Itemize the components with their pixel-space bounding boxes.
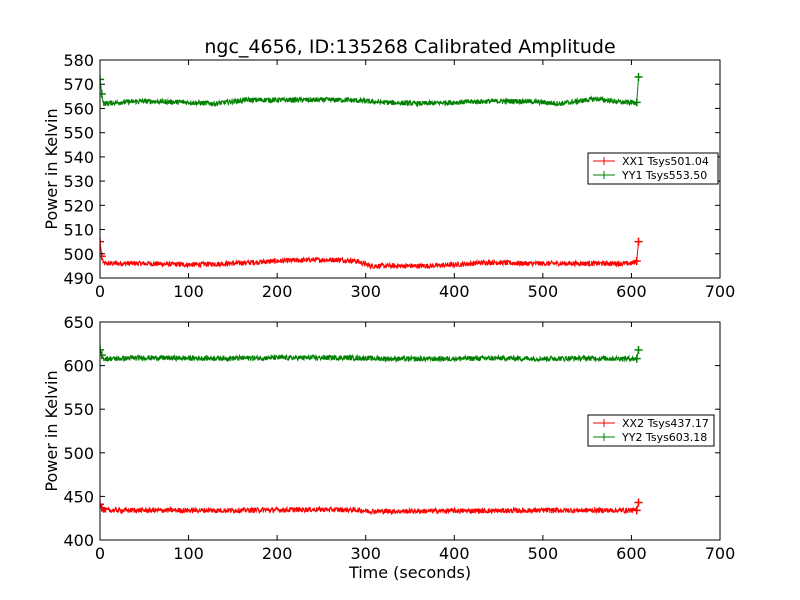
- y-tick-label: 650: [63, 313, 94, 332]
- series-line-xx1: [100, 241, 639, 271]
- y-tick-label: 450: [63, 487, 94, 506]
- axes-frame: [99, 59, 721, 279]
- x-tick-label: 0: [95, 544, 105, 563]
- y-tick-label: 510: [63, 221, 94, 240]
- y-axis-label: Power in Kelvin: [42, 108, 61, 229]
- x-tick-label: 600: [616, 544, 647, 563]
- x-tick-label: 300: [350, 544, 381, 563]
- y-tick-label: 490: [63, 269, 94, 288]
- x-tick-label: 700: [705, 282, 736, 301]
- legend-label: XX2 Tsys437.17: [622, 417, 709, 430]
- y-tick-label: 560: [63, 99, 94, 118]
- plots-container: 0 100 200 300 400 500 600 700 490 500 510 520 530 540…: [42, 51, 735, 582]
- x-tick-label: 400: [439, 544, 470, 563]
- x-tick-label: 400: [439, 282, 470, 301]
- legend-label: XX1 Tsys501.04: [622, 155, 709, 168]
- data-point-marker: [634, 498, 643, 507]
- x-tick-label: 500: [528, 544, 559, 563]
- legend-entry: XX1 Tsys501.04: [593, 155, 709, 168]
- series-line-yy1: [100, 77, 639, 108]
- legend-entry: YY2 Tsys603.18: [593, 431, 707, 444]
- legend-entry: XX2 Tsys437.17: [593, 417, 709, 430]
- data-point-marker: [100, 345, 104, 354]
- legend-box: [587, 152, 719, 185]
- data-point-marker: [632, 506, 641, 515]
- legend-box: [587, 414, 715, 447]
- x-tick-label: 100: [173, 544, 204, 563]
- data-point-marker: [100, 237, 104, 246]
- data-point-marker: [100, 89, 106, 98]
- data-point-marker: [100, 75, 104, 84]
- y-tick-label: 400: [63, 531, 94, 550]
- data-point-marker: [632, 354, 641, 363]
- y-axis-label: Power in Kelvin: [42, 370, 61, 491]
- x-tick-label: 200: [262, 544, 293, 563]
- legend-label: YY2 Tsys603.18: [621, 431, 707, 444]
- data-point-marker: [632, 257, 641, 266]
- y-tick-label: 550: [63, 124, 94, 143]
- x-tick-label: 0: [95, 282, 105, 301]
- data-point-marker: [632, 98, 641, 107]
- legend-entry: YY1 Tsys553.50: [593, 169, 707, 182]
- y-tick-label: 530: [63, 172, 94, 191]
- y-tick-label: 500: [63, 245, 94, 264]
- y-tick-label: 540: [63, 148, 94, 167]
- subplot-1: 0 100 200 300 400 500 600 700 490 500 510 520 530 540…: [42, 51, 735, 301]
- data-point-marker: [100, 500, 104, 509]
- x-tick-label: 300: [350, 282, 381, 301]
- axes-frame: [99, 321, 721, 541]
- y-tick-label: 500: [63, 444, 94, 463]
- series-group: [100, 72, 643, 271]
- chart-title: ngc_4656, ID:135268 Calibrated Amplitude: [204, 36, 615, 58]
- x-tick-label: 700: [705, 544, 736, 563]
- series-line-yy2: [100, 349, 639, 364]
- x-axis-label: Time (seconds): [348, 563, 471, 582]
- y-tick-label: 520: [63, 196, 94, 215]
- x-tick-label: 600: [616, 282, 647, 301]
- data-point-marker: [100, 503, 106, 512]
- x-tick-label: 200: [262, 282, 293, 301]
- data-point-marker: [100, 351, 106, 360]
- y-tick-label: 600: [63, 357, 94, 376]
- y-tick-label: 570: [63, 75, 94, 94]
- series-line-xx2: [100, 502, 639, 516]
- y-tick-label: 580: [63, 51, 94, 70]
- y-tick-label: 550: [63, 400, 94, 419]
- data-point-marker: [634, 345, 643, 354]
- subplot-2: 0 100 200 300 400 500 600 700 400 450 500 550 600 650…: [42, 313, 735, 582]
- series-group: [100, 345, 643, 516]
- legend-label: YY1 Tsys553.50: [621, 169, 707, 182]
- x-tick-label: 500: [528, 282, 559, 301]
- x-tick-label: 100: [173, 282, 204, 301]
- data-point-marker: [634, 72, 643, 81]
- data-point-marker: [634, 237, 643, 246]
